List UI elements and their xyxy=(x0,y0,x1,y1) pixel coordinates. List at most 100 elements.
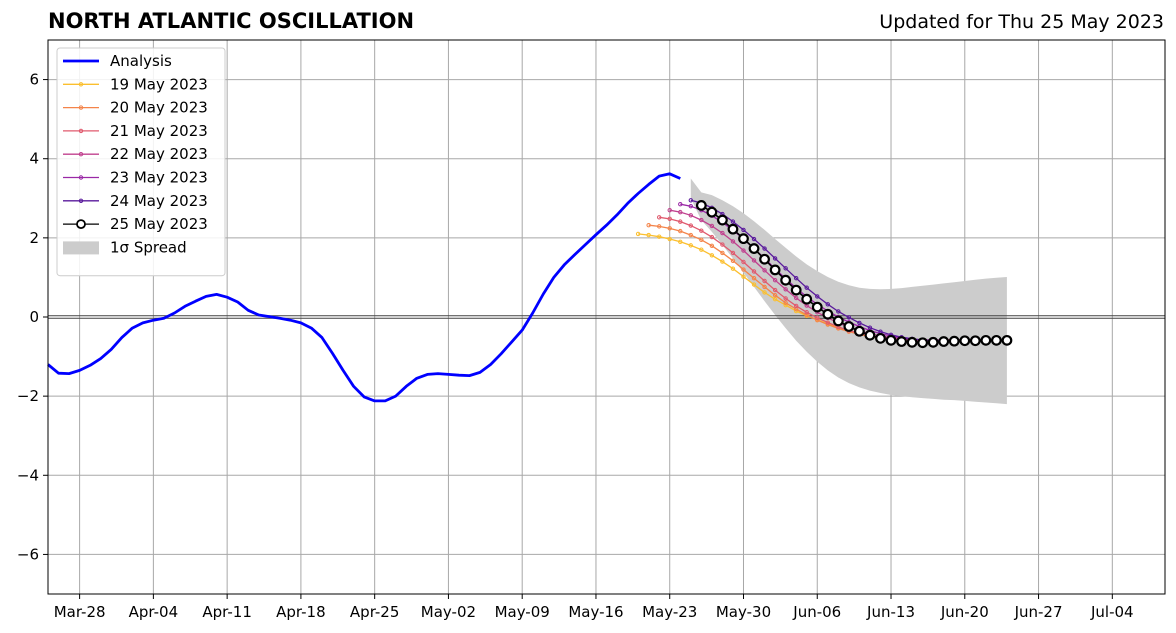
forecast-point xyxy=(656,234,662,239)
forecast-point xyxy=(825,302,830,307)
forecast-point xyxy=(793,276,799,281)
x-tick-label: Apr-25 xyxy=(350,603,400,621)
x-tick-label: Apr-04 xyxy=(129,603,179,621)
forecast-point xyxy=(678,202,683,207)
x-tick-label: May-09 xyxy=(495,603,550,621)
legend-item: 24 May 2023 xyxy=(63,192,208,210)
forecast-point xyxy=(709,253,715,258)
forecast-point xyxy=(688,243,694,248)
forecast-point xyxy=(688,223,694,228)
forecast-point xyxy=(772,287,778,293)
forecast-point xyxy=(635,231,641,237)
forecast-point xyxy=(730,239,736,244)
forecast-point xyxy=(846,315,852,320)
forecast-point xyxy=(730,219,736,224)
forecast-point xyxy=(759,253,770,265)
legend-marker xyxy=(78,175,84,180)
forecast-point xyxy=(783,266,788,271)
forecast-point xyxy=(762,278,767,284)
forecast-point xyxy=(688,204,694,209)
forecast-point xyxy=(875,332,886,344)
analysis-layer xyxy=(47,172,681,403)
forecast-point xyxy=(730,258,736,264)
forecast-point xyxy=(772,277,778,283)
legend-marker xyxy=(78,198,84,204)
forecast-point xyxy=(832,315,844,327)
forecast-point xyxy=(804,285,809,290)
forecast-point xyxy=(699,247,704,252)
forecast-point xyxy=(772,296,778,302)
forecast-point xyxy=(751,269,757,274)
grid-layer xyxy=(48,40,1165,594)
legend-swatch xyxy=(63,241,99,255)
forecast-point xyxy=(709,223,715,229)
plot-frame xyxy=(47,39,1166,595)
forecast-point xyxy=(730,250,736,256)
legend-label: 25 May 2023 xyxy=(110,215,208,233)
forecast-point xyxy=(720,259,725,264)
forecast-point xyxy=(938,336,950,347)
y-tick-label: −4 xyxy=(17,466,39,484)
x-tick-label: Apr-11 xyxy=(202,603,252,621)
forecast-point xyxy=(885,334,897,346)
forecast-point xyxy=(906,336,918,348)
legend-label: 1σ Spread xyxy=(110,238,187,256)
forecast-point xyxy=(896,336,907,347)
zero-line-layer xyxy=(48,315,1165,319)
x-tick-label: Mar-28 xyxy=(54,603,106,621)
forecast-point xyxy=(927,336,939,348)
legend-marker xyxy=(76,219,86,230)
forecast-point xyxy=(1001,334,1013,346)
forecast-point xyxy=(780,274,792,286)
forecast-point xyxy=(720,230,725,236)
forecast-series xyxy=(695,200,1013,349)
legend-label: Analysis xyxy=(110,52,172,70)
forecast-point xyxy=(811,301,823,313)
x-tick-label: Jun-13 xyxy=(866,603,915,621)
y-tick-label: −2 xyxy=(17,387,39,405)
forecast-point xyxy=(772,293,778,298)
legend-item: 21 May 2023 xyxy=(63,122,208,140)
forecast-point xyxy=(667,236,672,242)
forecast-point xyxy=(699,228,704,233)
forecast-point xyxy=(678,209,683,215)
legend-label: 20 May 2023 xyxy=(110,99,208,117)
legend-item: Analysis xyxy=(63,52,172,70)
forecast-point xyxy=(825,320,830,325)
forecast-point xyxy=(804,310,809,315)
x-tick-label: Jun-06 xyxy=(792,603,841,621)
legend-label: 22 May 2023 xyxy=(110,145,208,163)
forecast-point xyxy=(741,227,746,233)
forecast-point xyxy=(762,290,767,295)
y-tick-label: 4 xyxy=(29,150,39,168)
forecast-point xyxy=(804,312,809,318)
forecast-point xyxy=(741,248,746,253)
forecast-point xyxy=(857,320,862,326)
forecast-point xyxy=(741,274,746,279)
legend-item: 23 May 2023 xyxy=(63,169,208,187)
forecast-point xyxy=(990,334,1002,346)
spread-band xyxy=(690,178,1007,405)
analysis-line xyxy=(47,172,681,403)
forecast-point xyxy=(793,295,799,301)
legend-item: 19 May 2023 xyxy=(63,75,208,93)
forecast-point xyxy=(854,325,865,337)
axis-layer: Mar-28 Apr-04 Apr-11 Apr-18 Apr-25 May-02 May-… xyxy=(17,39,1166,621)
chart-title: NORTH ATLANTIC OSCILLATION xyxy=(48,9,415,33)
x-tick-label: Apr-18 xyxy=(276,603,326,621)
forecast-point xyxy=(917,337,929,349)
legend-marker xyxy=(78,82,84,87)
legend-item: 22 May 2023 xyxy=(63,145,208,163)
forecast-point xyxy=(969,335,981,347)
forecast-layer xyxy=(635,198,1013,349)
forecast-point xyxy=(678,239,683,245)
y-tick-label: 0 xyxy=(29,308,39,326)
forecast-point xyxy=(783,300,788,305)
y-tick-label: 2 xyxy=(29,229,39,247)
legend-item: 25 May 2023 xyxy=(63,215,208,233)
forecast-point xyxy=(667,226,672,231)
forecast-point xyxy=(741,259,746,265)
legend-marker xyxy=(78,128,84,134)
forecast-point xyxy=(720,250,725,256)
